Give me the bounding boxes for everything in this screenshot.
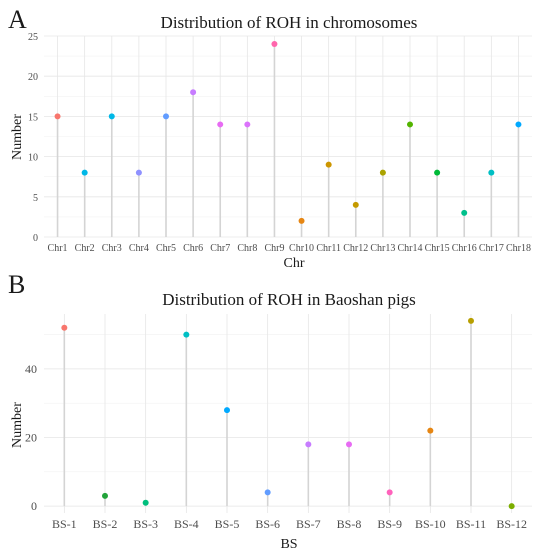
x-tick-label: BS-8 <box>337 517 362 531</box>
panel-b-letter: B <box>8 270 25 299</box>
x-tick-label: Chr2 <box>75 243 95 254</box>
x-tick-label: BS-2 <box>93 517 118 531</box>
x-tick-label: Chr18 <box>506 243 531 254</box>
y-tick-label: 10 <box>28 153 38 164</box>
data-point <box>379 169 386 176</box>
x-tick-label: BS-3 <box>133 517 158 531</box>
panel-a-letter: A <box>8 5 27 34</box>
data-point <box>142 499 149 506</box>
data-point <box>183 331 190 338</box>
data-point <box>61 324 68 331</box>
data-point <box>217 121 224 128</box>
data-point <box>264 489 271 496</box>
panel-a-y-axis-title: Number <box>10 114 25 160</box>
y-tick-label: 25 <box>28 32 38 43</box>
data-point <box>135 169 142 176</box>
x-tick-label: Chr5 <box>156 243 176 254</box>
y-tick-label: 15 <box>28 112 38 123</box>
panel-a-title: Distribution of ROH in chromosomes <box>161 13 418 32</box>
y-tick-label: 0 <box>31 499 37 513</box>
data-point <box>102 492 108 499</box>
panel-a-x-axis-title: Chr <box>284 256 305 271</box>
data-point <box>224 407 230 414</box>
x-tick-label: BS-12 <box>496 517 527 531</box>
x-tick-label: Chr7 <box>210 243 230 254</box>
x-tick-label: BS-4 <box>174 517 199 531</box>
x-tick-label: Chr17 <box>479 243 504 254</box>
x-tick-label: Chr6 <box>183 243 203 254</box>
x-tick-label: BS-6 <box>255 517 280 531</box>
data-point <box>81 169 88 176</box>
data-point <box>163 113 169 120</box>
x-tick-label: Chr11 <box>316 243 341 254</box>
panel-b-y-axis-title: Number <box>10 402 25 448</box>
x-tick-label: BS-9 <box>377 517 402 531</box>
data-point <box>461 209 468 216</box>
x-tick-label: Chr14 <box>398 243 423 254</box>
data-point <box>468 317 474 324</box>
data-point <box>427 427 434 434</box>
data-point <box>244 121 251 128</box>
y-tick-label: 20 <box>25 431 37 445</box>
x-tick-label: BS-11 <box>456 517 486 531</box>
y-tick-label: 40 <box>25 362 37 376</box>
data-point <box>108 113 115 120</box>
data-point <box>434 169 441 176</box>
data-point <box>352 201 359 208</box>
data-point <box>488 169 495 176</box>
x-tick-label: Chr15 <box>425 243 450 254</box>
data-point <box>298 217 305 224</box>
data-point <box>515 121 522 128</box>
panel-b-x-axis-title: BS <box>280 537 297 552</box>
x-tick-label: BS-1 <box>52 517 77 531</box>
panel-b-gridlines <box>44 314 532 513</box>
data-point <box>508 503 515 510</box>
data-point <box>346 441 352 448</box>
data-point <box>325 161 332 168</box>
x-tick-label: Chr1 <box>48 243 68 254</box>
y-tick-label: 0 <box>33 233 38 244</box>
data-point <box>386 489 393 496</box>
x-tick-label: Chr8 <box>237 243 257 254</box>
x-tick-label: BS-5 <box>215 517 240 531</box>
panel-b-title: Distribution of ROH in Baoshan pigs <box>162 290 416 309</box>
data-point <box>190 89 197 96</box>
x-tick-label: Chr4 <box>129 243 149 254</box>
panel-b: B Distribution of ROH in Baoshan pigs BS… <box>8 270 532 552</box>
data-point <box>305 441 312 448</box>
x-tick-label: BS-10 <box>415 517 446 531</box>
x-tick-label: Chr13 <box>370 243 395 254</box>
x-tick-label: Chr12 <box>343 243 368 254</box>
x-tick-label: Chr9 <box>264 243 284 254</box>
data-point <box>407 121 413 128</box>
x-tick-label: BS-7 <box>296 517 321 531</box>
data-point <box>54 113 61 120</box>
x-tick-label: Chr10 <box>289 243 314 254</box>
y-tick-label: 5 <box>33 193 38 204</box>
x-tick-label: Chr16 <box>452 243 477 254</box>
panel-a-gridlines <box>44 35 532 238</box>
y-tick-label: 20 <box>28 72 38 83</box>
panel-a: A Distribution of ROH in chromosomes Chr… <box>8 5 532 271</box>
x-tick-label: Chr3 <box>102 243 122 254</box>
data-point <box>271 41 278 48</box>
